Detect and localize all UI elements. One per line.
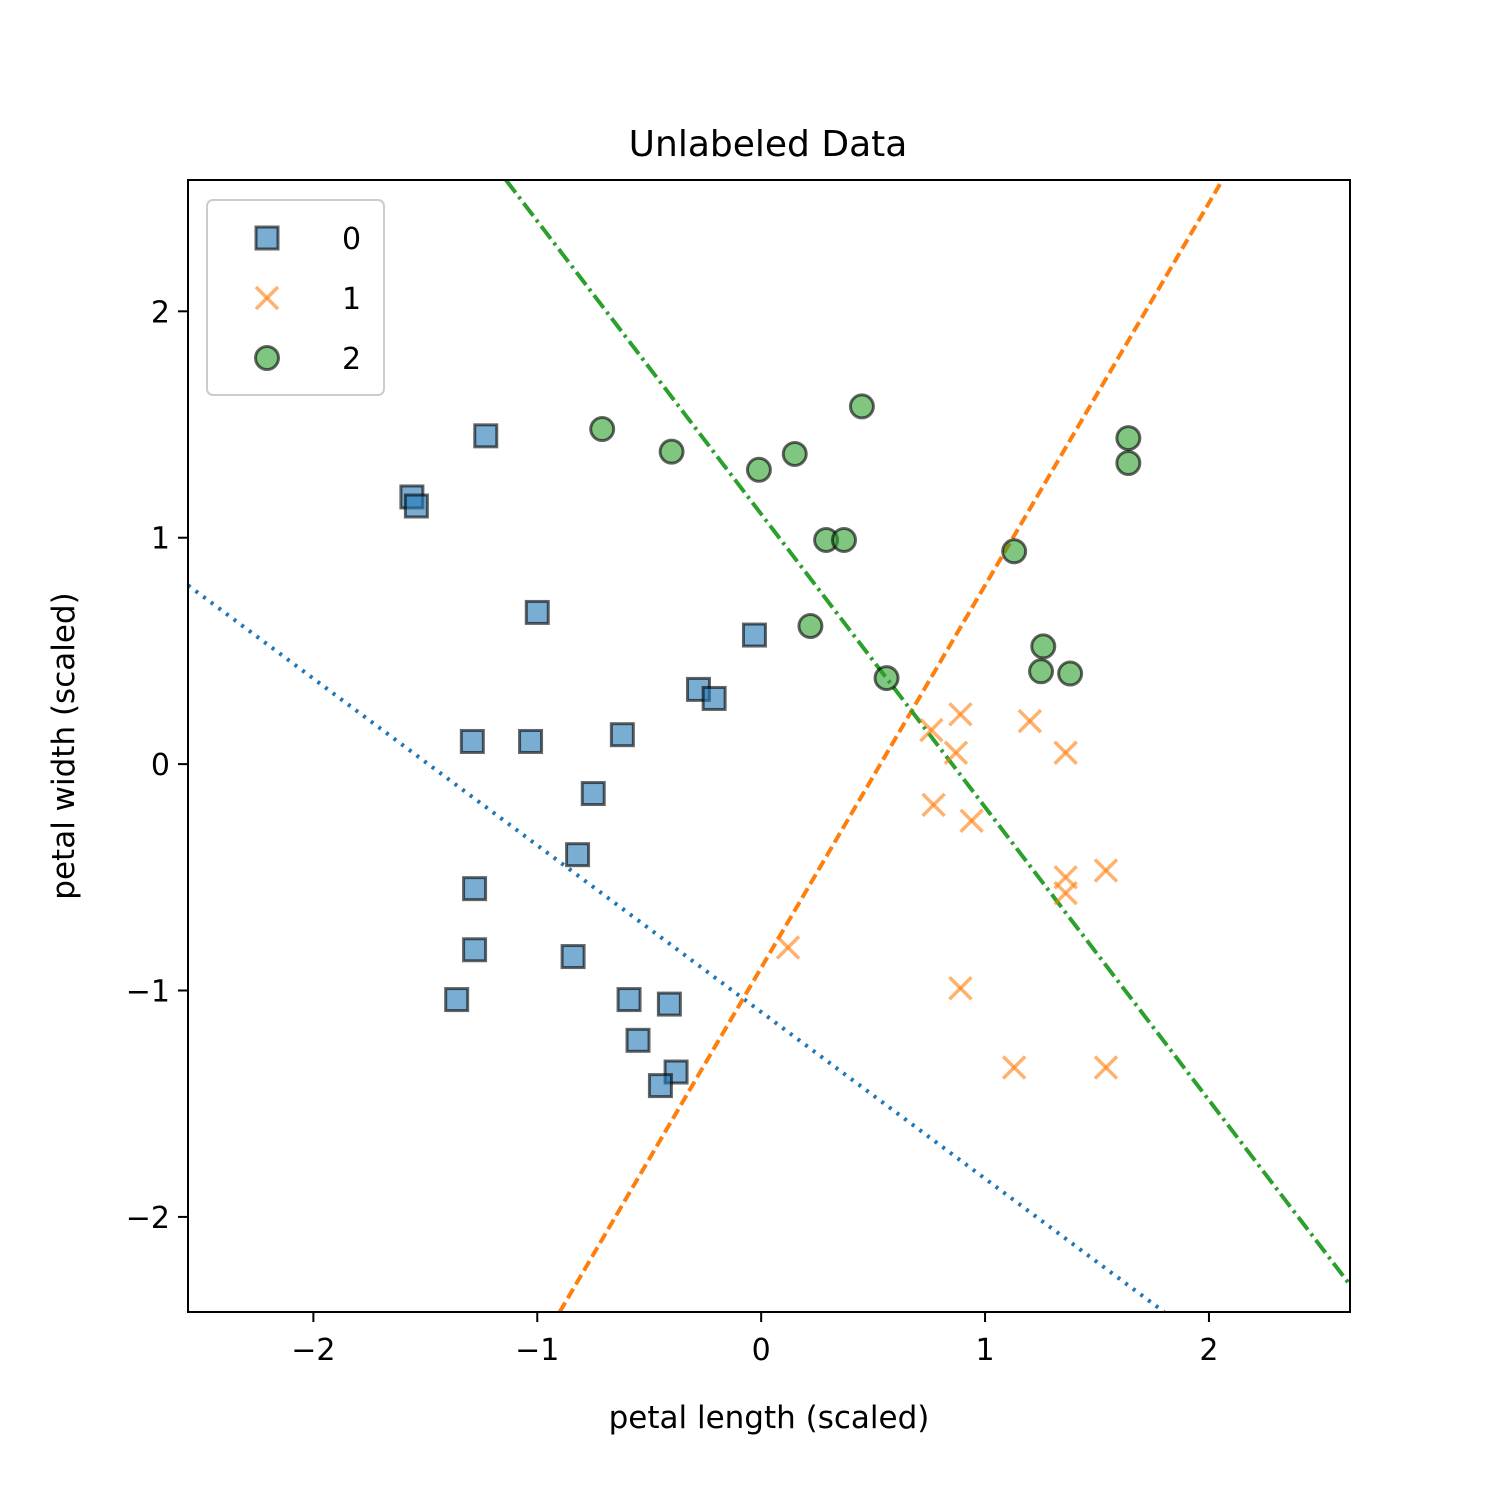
y-tick-label: 2	[151, 295, 170, 330]
y-tick-label: −1	[126, 975, 170, 1010]
point-class-2	[1057, 660, 1084, 687]
point-class-0	[403, 493, 429, 519]
point-class-0	[473, 423, 499, 449]
point-class-1	[948, 702, 973, 727]
plot-frame	[187, 179, 1351, 1313]
y-axis-ticks: −2 −1 0 1 2	[126, 295, 188, 1236]
point-class-1	[919, 717, 944, 743]
point-class-0	[647, 1073, 673, 1099]
point-class-0	[580, 781, 606, 807]
x-axis-label: petal length (scaled)	[609, 1400, 930, 1436]
point-class-0	[462, 937, 488, 963]
point-class-2	[781, 440, 808, 467]
point-class-2	[1115, 450, 1142, 476]
point-class-2	[1028, 658, 1055, 685]
point-class-0	[459, 728, 485, 754]
point-class-2	[873, 665, 900, 692]
point-class-0	[518, 728, 544, 754]
x-tick-label: 2	[1199, 1333, 1218, 1368]
point-class-0	[701, 685, 727, 711]
legend-marker-0	[254, 225, 280, 251]
boundary-1-line	[557, 180, 1225, 1312]
chart-title: Unlabeled Data	[629, 124, 908, 165]
point-class-1	[943, 740, 969, 766]
point-class-2	[831, 526, 858, 553]
y-tick-label: 1	[151, 522, 170, 557]
boundary-0-line	[188, 583, 1166, 1312]
point-class-1	[1001, 1055, 1027, 1080]
x-tick-label: −1	[515, 1333, 559, 1368]
y-tick-label: −2	[126, 1201, 170, 1236]
point-class-2	[589, 416, 616, 443]
point-class-1	[1017, 708, 1043, 734]
point-class-1	[775, 935, 801, 960]
decision-boundaries	[188, 180, 1350, 1312]
y-axis-label: petal width (scaled)	[46, 592, 82, 899]
point-class-0	[444, 987, 470, 1013]
point-class-1	[959, 808, 984, 833]
point-class-0	[565, 842, 591, 868]
legend-label: 1	[342, 282, 361, 317]
point-class-0	[462, 876, 488, 902]
point-class-2	[1115, 425, 1142, 452]
point-class-1	[1093, 858, 1119, 883]
point-class-0	[609, 722, 635, 748]
point-class-1	[921, 792, 946, 818]
point-class-0	[656, 991, 682, 1017]
legend-label: 0	[342, 222, 361, 257]
x-axis-ticks: −2 −1 0 1 2	[291, 1312, 1218, 1368]
point-class-0	[560, 944, 586, 970]
x-tick-label: 0	[752, 1333, 771, 1368]
legend-marker-1	[254, 285, 280, 311]
point-class-0	[741, 622, 767, 648]
point-class-1	[1093, 1055, 1119, 1080]
point-class-1	[1053, 740, 1078, 766]
point-class-2	[658, 438, 685, 465]
point-class-2	[1001, 538, 1028, 565]
legend-marker-2	[254, 345, 280, 371]
point-class-1	[948, 976, 973, 1001]
point-class-0	[524, 599, 550, 625]
point-class-2	[848, 393, 875, 420]
point-class-0	[616, 987, 642, 1013]
point-class-2	[745, 456, 772, 483]
point-class-1	[1053, 880, 1078, 906]
legend: 0 1 2	[206, 199, 385, 396]
legend-box	[206, 199, 385, 396]
legend-label: 2	[342, 342, 361, 377]
point-class-0	[625, 1027, 651, 1053]
point-class-2	[797, 613, 824, 640]
x-tick-label: 1	[976, 1333, 995, 1368]
point-class-2	[1030, 633, 1057, 660]
y-tick-label: 0	[151, 748, 170, 783]
x-tick-label: −2	[291, 1333, 335, 1368]
data-points	[399, 393, 1142, 1099]
